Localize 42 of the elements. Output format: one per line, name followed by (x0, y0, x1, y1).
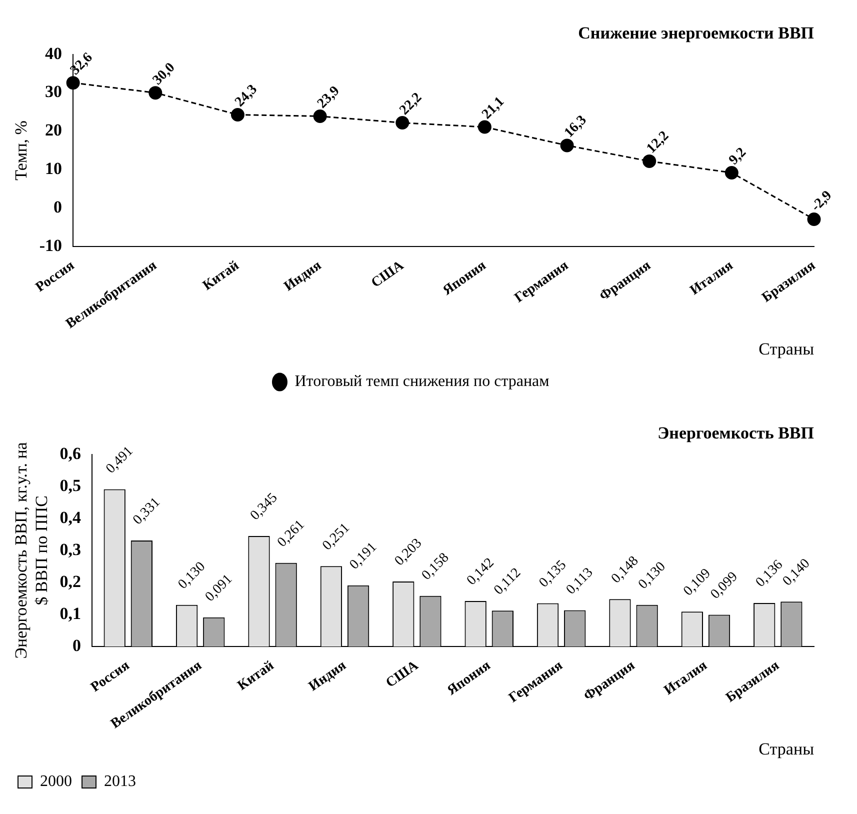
point (313, 110, 327, 123)
data-label: 32,6 (68, 50, 96, 78)
data-label: 16,3 (562, 112, 590, 141)
point (642, 154, 656, 168)
y-tick-label: 0,3 (60, 540, 82, 559)
data-label: 22,2 (397, 90, 426, 118)
point (396, 116, 410, 130)
y-tick-label: 0,6 (60, 444, 82, 463)
data-label: 12,2 (644, 128, 672, 157)
y-tick-label: 20 (45, 120, 62, 140)
data-label: -2,9 (808, 188, 836, 215)
point (724, 166, 738, 180)
y-tick-label: 0 (54, 197, 62, 216)
y-tick-label: 0,4 (60, 508, 82, 527)
y-axis-title: Темп, % (12, 120, 31, 180)
data-label: 21,1 (479, 94, 508, 122)
data-label: 24,3 (232, 82, 260, 110)
point (478, 120, 492, 134)
legend-label: Итоговый темп снижения по странам (294, 373, 550, 390)
x-axis-title: Страны (758, 739, 815, 758)
chart-title: Энергоемкость ВВП (658, 424, 814, 443)
data-label: 23,9 (314, 84, 343, 112)
chart-title: Снижение энергоемкости ВВП (578, 24, 814, 43)
y-tick-label: 0,2 (60, 572, 82, 591)
y-tick-label: 0,1 (60, 604, 82, 623)
point (560, 138, 574, 152)
legend-label: 2013 (104, 773, 136, 790)
data-label: 30,0 (150, 60, 178, 88)
y-tick-label: 0,5 (60, 476, 82, 495)
y-tick-label: 40 (45, 44, 62, 63)
x-axis-title: Страны (758, 339, 815, 358)
data-label: 9,2 (726, 145, 750, 168)
y-tick-label: 10 (45, 159, 62, 178)
point (230, 108, 244, 122)
point (807, 212, 821, 226)
y-axis-title: Энергоемкость ВВП, кг.у.т. на $ ВВП по ППС (12, 442, 52, 659)
legend-label: 2000 (40, 773, 72, 790)
point (148, 86, 162, 100)
point (66, 76, 80, 90)
y-tick-label: 30 (45, 82, 62, 102)
y-tick-label: 0 (72, 636, 82, 655)
y-tick-label: -10 (39, 236, 62, 255)
